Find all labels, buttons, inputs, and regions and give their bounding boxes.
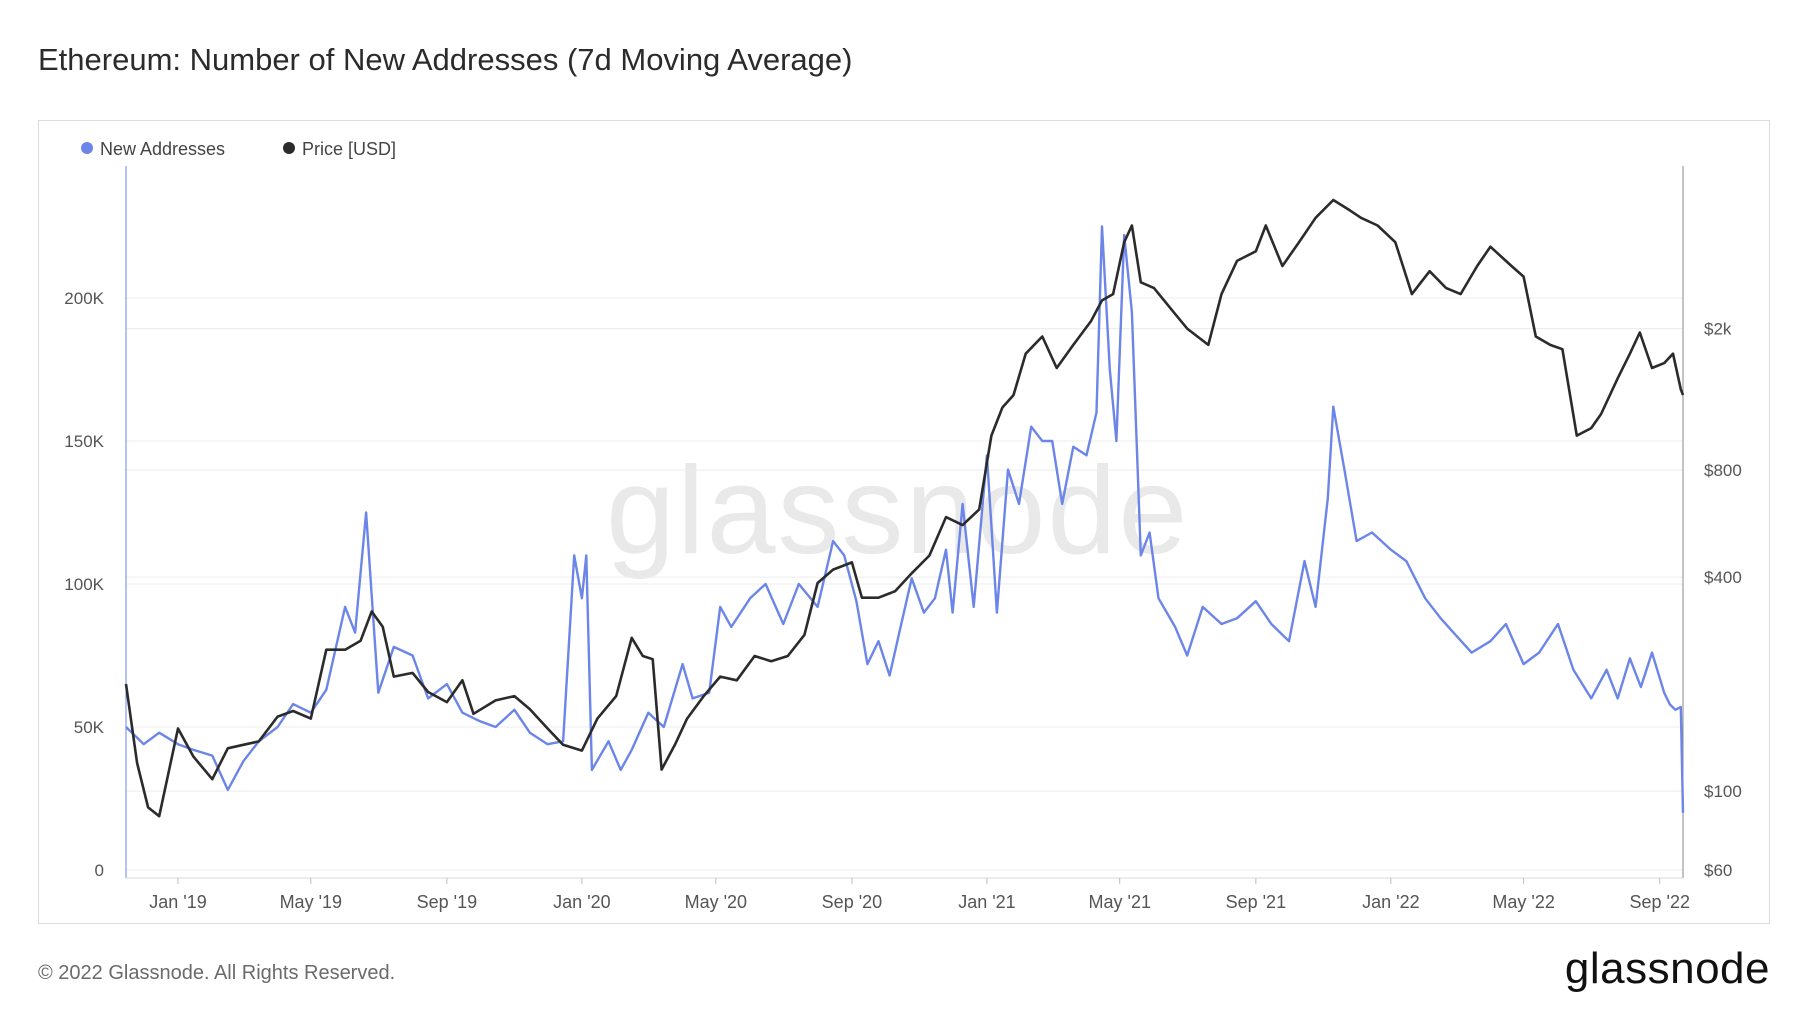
- copyright-footer: © 2022 Glassnode. All Rights Reserved.: [38, 962, 396, 984]
- legend-marker-new-addresses: [81, 142, 93, 154]
- x-tick-label: Jan '19: [149, 892, 206, 912]
- grid-lines: [126, 297, 1683, 871]
- legend-marker-price: [283, 142, 295, 154]
- x-tick-label: Jan '21: [958, 892, 1015, 912]
- series-line-new-addresses: [125, 225, 1685, 813]
- legend-label-price: Price [USD]: [302, 139, 396, 159]
- chart-frame: [38, 120, 1770, 924]
- x-tick-label: May '22: [1492, 892, 1554, 912]
- chart-svg: Jan '19 May '19 Sep '19 Jan '20 May '20 Sep '…: [64, 139, 1742, 912]
- x-tick-label: May '21: [1089, 892, 1151, 912]
- series-line-price: [124, 198, 1685, 818]
- x-tick-label: Sep '19: [417, 892, 478, 912]
- brand-logo: glassnode: [1564, 944, 1770, 993]
- x-tick-label: May '20: [685, 892, 747, 912]
- right-tick-label: $60: [1704, 861, 1732, 880]
- left-tick-label: 200K: [64, 289, 104, 308]
- axes: [125, 166, 1684, 879]
- right-tick-label: $2k: [1704, 320, 1732, 339]
- left-tick-label: 150K: [64, 432, 104, 451]
- legend-label-new-addresses: New Addresses: [100, 139, 225, 159]
- x-tick-label: Jan '22: [1362, 892, 1419, 912]
- series-lines: [124, 198, 1685, 818]
- x-tick-label: May '19: [280, 892, 342, 912]
- x-tick-label: Sep '22: [1630, 892, 1691, 912]
- x-tick-label: Jan '20: [553, 892, 610, 912]
- watermark: glassnode: [606, 442, 1190, 580]
- left-tick-label: 0: [95, 861, 104, 880]
- right-tick-label: $400: [1704, 568, 1742, 587]
- left-axis-ticks: 0 50K 100K 150K 200K: [64, 289, 104, 880]
- legend: New Addresses Price [USD]: [81, 139, 396, 159]
- chart-title: Ethereum: Number of New Addresses (7d Mo…: [38, 42, 853, 77]
- left-tick-label: 100K: [64, 575, 104, 594]
- x-axis-ticks: Jan '19 May '19 Sep '19 Jan '20 May '20 Sep '…: [149, 878, 1690, 912]
- right-tick-label: $100: [1704, 782, 1742, 801]
- x-tick-label: Sep '21: [1226, 892, 1287, 912]
- x-tick-label: Sep '20: [822, 892, 883, 912]
- right-axis-ticks: $60 $100 $400 $800 $2k: [1704, 320, 1742, 880]
- left-tick-label: 50K: [74, 718, 105, 737]
- right-tick-label: $800: [1704, 461, 1742, 480]
